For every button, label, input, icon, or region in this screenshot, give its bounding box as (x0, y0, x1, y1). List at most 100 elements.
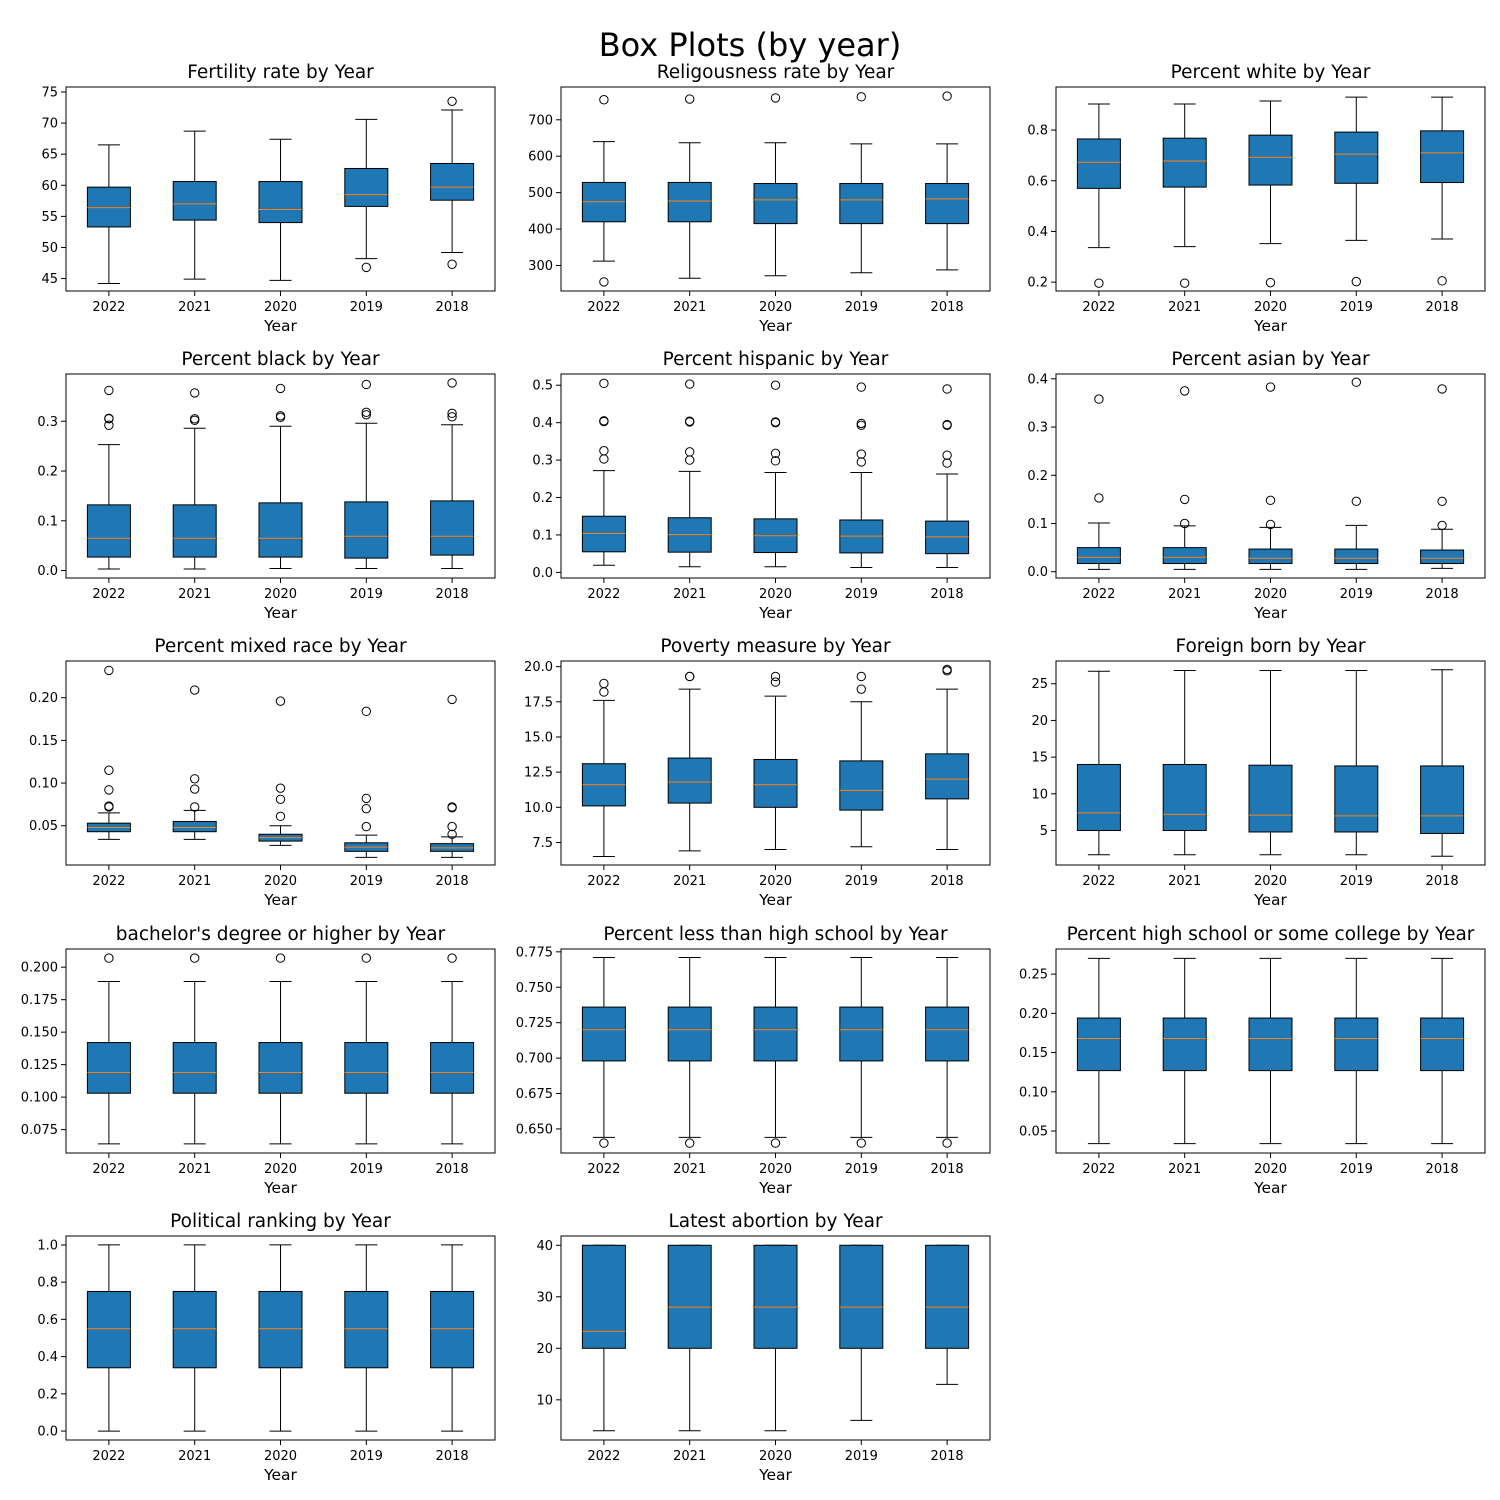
box-2022 (86, 953, 131, 1145)
y-tick-label: 0.10 (1019, 1085, 1048, 1100)
x-tick-label: 2019 (845, 1162, 878, 1177)
outlier-point (1094, 493, 1104, 503)
y-tick-label: 60 (41, 179, 58, 194)
outlier-point (361, 407, 371, 418)
iqr-box (1334, 548, 1379, 565)
y-tick-label: 10 (536, 1393, 553, 1408)
outlier-point (190, 414, 200, 424)
iqr-box (1162, 547, 1207, 565)
y-tick-label: 700 (528, 113, 553, 128)
x-axis-label: Year (758, 1179, 792, 1197)
iqr-box (344, 501, 389, 559)
x-tick-label: 2020 (759, 874, 792, 889)
y-tick-label: 70 (41, 117, 58, 132)
x-tick-label: 2018 (1426, 1162, 1459, 1177)
x-tick-label: 2021 (1168, 874, 1201, 889)
box-2019 (839, 1244, 884, 1421)
outlier-point (770, 417, 781, 427)
x-axis-label: Year (263, 1466, 297, 1484)
x-axis-label: Year (263, 891, 297, 909)
x-tick-label: 2018 (436, 1162, 469, 1177)
y-tick-label: 0.650 (516, 1122, 553, 1137)
box-2018 (1420, 669, 1465, 857)
outlier-point (856, 449, 866, 459)
outlier-point (599, 277, 609, 287)
box-2019 (1334, 96, 1379, 287)
outlier-point (942, 419, 952, 430)
y-tick-label: 0.3 (532, 454, 553, 469)
subplot-11: Percent less than high school by Year 0.6… (516, 924, 991, 1197)
iqr-box (1420, 1017, 1465, 1072)
outlier-point (104, 785, 114, 795)
x-tick-label: 2018 (436, 1449, 469, 1464)
box-2022 (1076, 103, 1121, 288)
outlier-point (104, 420, 114, 430)
y-tick-label: 0.1 (532, 528, 553, 543)
outlier-point (447, 953, 457, 963)
y-tick-label: 10.0 (524, 801, 553, 816)
iqr-box (258, 502, 303, 558)
x-axis-label: Year (758, 604, 792, 622)
box-2020 (753, 957, 798, 1148)
box-2019 (1334, 377, 1379, 570)
subplot-title: Poverty measure by Year (660, 636, 891, 657)
plot-frame (560, 1235, 991, 1441)
iqr-box (1162, 137, 1207, 188)
y-tick-label: 17.5 (524, 695, 553, 710)
iqr-box (1248, 134, 1293, 186)
x-axis-label: Year (263, 1179, 297, 1197)
outlier-point (685, 379, 695, 389)
y-tick-label: 0.20 (29, 691, 58, 706)
plot-frame (560, 948, 991, 1154)
outlier-point (599, 378, 609, 389)
x-tick-label: 2021 (1168, 1162, 1201, 1177)
outlier-point (1180, 386, 1190, 396)
y-tick-label: 20.0 (524, 660, 553, 675)
outlier-point (447, 96, 457, 107)
x-tick-label: 2019 (350, 587, 383, 602)
outlier-point (599, 446, 609, 456)
outlier-point (275, 811, 286, 822)
x-tick-label: 2019 (845, 587, 878, 602)
x-tick-label: 2021 (673, 1449, 706, 1464)
y-tick-label: 0.0 (37, 564, 58, 579)
iqr-box (839, 183, 884, 225)
subplot-title: Percent mixed race by Year (154, 636, 407, 657)
subplot-5: Percent hispanic by Year 0.0 0.1 0.2 0.3 0.4 0… (532, 349, 991, 622)
outlier-point (599, 416, 609, 426)
outlier-point (770, 417, 781, 428)
outlier-point (190, 784, 200, 794)
x-tick-label: 2019 (350, 300, 383, 315)
outlier-point (856, 418, 866, 429)
x-tick-label: 2018 (436, 300, 469, 315)
outlier-point (361, 262, 371, 273)
box-2020 (1248, 100, 1293, 288)
subplot-9: Foreign born by Year 5 10 15 20 25 2022 2021 202… (1031, 636, 1486, 909)
outlier-point (447, 408, 457, 419)
outlier-point (599, 416, 609, 427)
iqr-box (86, 186, 131, 228)
box-2019 (344, 953, 389, 1145)
box-2021 (172, 953, 217, 1145)
outlier-point (1094, 394, 1104, 404)
outlier-point (685, 417, 695, 427)
box-2021 (172, 1244, 217, 1432)
box-2022 (86, 665, 131, 840)
figure-title: Box Plots (by year) (599, 26, 902, 64)
outlier-point (1094, 278, 1104, 288)
iqr-box (86, 1290, 131, 1369)
plot-frame (65, 86, 496, 292)
outlier-point (361, 706, 371, 717)
box-2019 (344, 706, 389, 858)
box-2019 (839, 957, 884, 1148)
box-2018 (430, 1244, 475, 1432)
outlier-point (447, 821, 457, 832)
box-2019 (344, 379, 389, 570)
subplot-title: Foreign born by Year (1175, 636, 1365, 657)
outlier-point (104, 665, 114, 676)
subplot-13: Political ranking by Year 0.0 0.2 0.4 0.6 0.8… (37, 1211, 496, 1484)
y-tick-label: 0.0 (37, 1425, 58, 1440)
outlier-point (1437, 496, 1447, 507)
subplot-3: Percent white by Year 0.2 0.4 0.6 0.8 2022 202… (1027, 62, 1486, 335)
